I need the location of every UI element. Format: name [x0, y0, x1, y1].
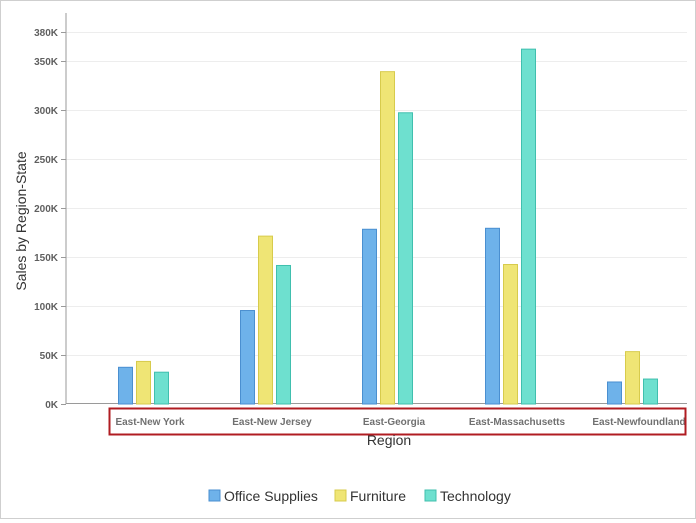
- y-tick-label: 300K: [34, 106, 59, 117]
- y-tick-label: 380K: [34, 28, 59, 39]
- bar[interactable]: [607, 381, 622, 405]
- y-tick-label: 200K: [34, 204, 59, 215]
- legend-swatch: [334, 489, 347, 502]
- y-tick-label: 100K: [34, 302, 59, 313]
- x-tick-label: East-New York: [115, 417, 185, 428]
- legend-swatch: [424, 489, 437, 502]
- legend: Office Supplies Furniture Technology: [208, 488, 511, 504]
- bar[interactable]: [136, 360, 151, 405]
- y-tick-label: 0K: [45, 400, 59, 411]
- legend-label[interactable]: Office Supplies: [224, 488, 318, 504]
- bar[interactable]: [118, 366, 133, 405]
- bar[interactable]: [240, 310, 255, 405]
- y-tick-label: 350K: [34, 57, 59, 68]
- y-tick-label: 50K: [40, 351, 59, 362]
- bar[interactable]: [362, 228, 377, 405]
- x-axis-title: Region: [367, 432, 411, 448]
- bar[interactable]: [625, 351, 640, 405]
- bar[interactable]: [643, 378, 658, 405]
- bar[interactable]: [503, 264, 518, 405]
- x-tick-label: East-Massachusetts: [469, 417, 566, 428]
- bar[interactable]: [258, 235, 273, 405]
- bar[interactable]: [380, 71, 395, 405]
- bars: [118, 48, 658, 405]
- x-axis-ticks: East-New York East-New Jersey East-Georgia…: [115, 417, 685, 428]
- bar[interactable]: [521, 48, 536, 405]
- bar[interactable]: [276, 264, 291, 405]
- legend-label[interactable]: Furniture: [350, 488, 406, 504]
- bar[interactable]: [398, 112, 413, 405]
- x-axis-highlight-box: [108, 407, 687, 436]
- x-tick-label: East-New Jersey: [232, 417, 312, 428]
- y-tick-label: 150K: [34, 253, 59, 264]
- legend-label[interactable]: Technology: [440, 488, 511, 504]
- y-axis-ticks: 0K 50K 100K 150K 200K 250K 300K 350K 380K: [34, 28, 66, 411]
- bar[interactable]: [154, 371, 169, 405]
- y-tick-label: 250K: [34, 155, 59, 166]
- y-axis-title: Sales by Region-State: [13, 151, 29, 291]
- x-tick-label: East-Georgia: [363, 417, 426, 428]
- legend-swatch: [208, 489, 221, 502]
- x-tick-label: East-Newfoundland: [592, 417, 685, 428]
- bar[interactable]: [485, 227, 500, 405]
